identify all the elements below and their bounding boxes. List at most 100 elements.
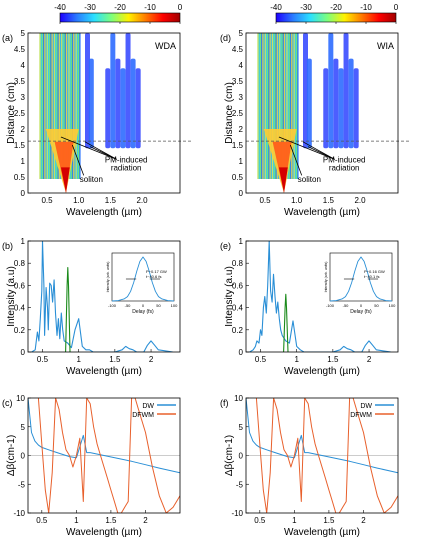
inset-x-label: Delay (fs) bbox=[132, 309, 154, 315]
annotation-arrow bbox=[60, 136, 117, 160]
heatmap-streak bbox=[63, 33, 66, 179]
heatmap-streak bbox=[267, 33, 269, 179]
heatmap-streak bbox=[76, 33, 79, 179]
y-axis-label: Distance (cm) bbox=[6, 82, 17, 144]
colorbar: -40 -30 -20 -10 0 bbox=[270, 3, 399, 24]
y-tick-label: 0 bbox=[21, 189, 26, 198]
x-tick-label: 1.5 bbox=[323, 196, 335, 205]
y-tick-label: 5 bbox=[239, 423, 244, 432]
radiation-streak bbox=[306, 58, 312, 149]
inset-x-label: Delay (fs) bbox=[350, 309, 372, 315]
colorbar-gradient bbox=[59, 12, 181, 23]
y-tick-label: 5 bbox=[21, 423, 26, 432]
delta-beta-series bbox=[28, 398, 180, 474]
soliton-label: soliton bbox=[298, 175, 321, 184]
y-axis-label: Δβ(cm-1) bbox=[6, 435, 17, 476]
y-tick-label: 3.5 bbox=[14, 77, 26, 86]
inset-power: P~0.17 GW bbox=[146, 269, 167, 274]
x-tick-label: 0.5 bbox=[255, 355, 267, 364]
y-tick-label: 1 bbox=[21, 237, 26, 246]
inset-panel: -100 -50 0 50 100 Delay (fs) Intensity (arb. u… bbox=[324, 252, 396, 315]
heatmap-streak bbox=[295, 33, 298, 179]
heatmap-streak bbox=[39, 33, 41, 179]
inset-frame bbox=[111, 252, 175, 302]
delta-beta-series bbox=[246, 398, 398, 474]
panel-label: (f) bbox=[220, 398, 229, 408]
x-tick-label: 1 bbox=[74, 516, 79, 525]
heatmap-streak bbox=[289, 33, 292, 179]
inset-panel: -100 -50 0 50 100 Delay (fs) Intensity (arb. u… bbox=[106, 252, 178, 315]
annotation-arrow bbox=[89, 146, 117, 160]
radiation-streak bbox=[88, 58, 94, 149]
y-tick-label: 0 bbox=[239, 348, 244, 357]
x-axis-label: Wavelength (µm) bbox=[66, 366, 142, 377]
plot-frame bbox=[245, 240, 399, 353]
heatmap-streak bbox=[61, 33, 63, 179]
inset-x-tick-label: 100 bbox=[171, 303, 178, 308]
radiation-streak bbox=[115, 58, 121, 149]
y-tick-label: 0 bbox=[21, 452, 26, 461]
heatmap-streak bbox=[283, 33, 286, 179]
heatmap-streak bbox=[55, 33, 57, 179]
y-tick-label: 0.2 bbox=[14, 326, 26, 335]
heatmap-streak bbox=[53, 33, 56, 179]
x-tick-label: 0.5 bbox=[259, 196, 271, 205]
y-tick-label: 0 bbox=[239, 189, 244, 198]
heatmap-streak bbox=[52, 33, 55, 179]
panel-a: 0.5 1.0 1.5 2.0 0 0.5 1 1.5 2 2.5 3 3.5 4 4.5 5 Wavelen… bbox=[2, 29, 192, 218]
y-tick-label: 5 bbox=[21, 29, 26, 38]
colorbar-tick-label: -40 bbox=[270, 3, 282, 12]
plot-frame bbox=[245, 32, 399, 194]
inset-x-tick-label: 50 bbox=[156, 303, 161, 308]
heatmap-streak bbox=[73, 33, 75, 179]
panel-c: 0.5 1 1.5 2 -10 -5 0 5 10 Wavelength (µm) Δβ(cm-1)… bbox=[2, 394, 181, 538]
y-tick-label: 1 bbox=[239, 237, 244, 246]
x-tick-label: 1.5 bbox=[327, 355, 339, 364]
y-tick-label: 0.6 bbox=[14, 281, 26, 290]
y-tick-label: 0 bbox=[239, 452, 244, 461]
x-tick-label: 1.5 bbox=[105, 516, 117, 525]
heatmap-streak bbox=[282, 33, 285, 179]
inset-x-tick-label: -50 bbox=[125, 303, 132, 308]
radiation-streak bbox=[85, 33, 90, 149]
colorbar-tick-label: -10 bbox=[360, 3, 372, 12]
y-tick-label: 4.5 bbox=[232, 45, 244, 54]
x-tick-label: 1 bbox=[76, 355, 81, 364]
x-axis-label: Wavelength (µm) bbox=[284, 366, 360, 377]
y-tick-label: -10 bbox=[13, 509, 25, 518]
radiation-streak bbox=[343, 33, 349, 149]
x-tick-label: 2 bbox=[149, 355, 154, 364]
y-tick-label: 1 bbox=[21, 157, 26, 166]
heatmap-streak bbox=[270, 33, 273, 179]
delta-beta-series bbox=[37, 398, 180, 513]
annotation-arrow bbox=[71, 144, 85, 176]
y-tick-label: -5 bbox=[18, 480, 26, 489]
heatmap-streak bbox=[293, 33, 296, 179]
inset-y-label: Intensity (arb. units) bbox=[106, 262, 110, 293]
x-axis-label: Wavelength (µm) bbox=[66, 527, 142, 538]
heatmap-streak bbox=[285, 33, 287, 179]
heatmap-streak bbox=[77, 33, 80, 179]
panel-label: (a) bbox=[2, 33, 13, 43]
inset-y-label: Intensity (arb. units) bbox=[324, 262, 328, 293]
colorbar-tick-label: 0 bbox=[178, 3, 183, 12]
heatmap-streak bbox=[257, 33, 259, 179]
heatmap-streak bbox=[287, 33, 290, 179]
radiation-streak bbox=[130, 58, 136, 149]
inset-x-tick-label: -100 bbox=[326, 303, 335, 308]
heatmap-streak bbox=[294, 33, 297, 179]
colorbar-tick-label: 0 bbox=[394, 3, 399, 12]
x-tick-label: 1.0 bbox=[291, 196, 303, 205]
heatmap-streak bbox=[71, 33, 74, 179]
panel-label: (d) bbox=[220, 33, 231, 43]
y-tick-label: 3 bbox=[239, 93, 244, 102]
x-tick-label: 2 bbox=[367, 355, 372, 364]
y-tick-label: -10 bbox=[231, 509, 243, 518]
radiation-streak bbox=[125, 33, 131, 149]
radiation-streak bbox=[303, 33, 308, 149]
y-tick-label: 1 bbox=[239, 157, 244, 166]
legend: DW DFWM bbox=[350, 403, 394, 419]
heatmap-streak bbox=[259, 33, 262, 179]
